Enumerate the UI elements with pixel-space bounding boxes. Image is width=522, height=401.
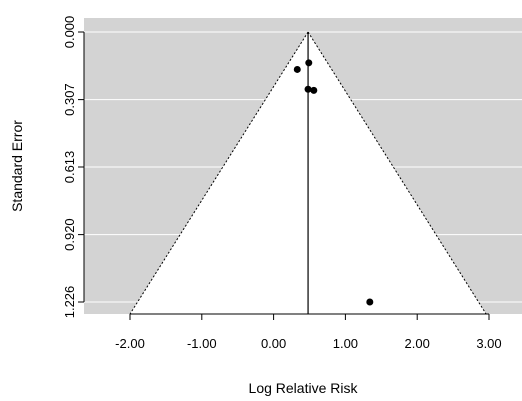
funnel-right-boundary [307,31,487,315]
study-point-5 [366,298,374,306]
y-tick-label: 0.613 [62,151,77,184]
study-point-1 [293,65,301,73]
x-tick-label: 3.00 [476,336,501,351]
funnel-region [129,31,487,315]
x-axis-title: Log Relative Risk [249,380,359,396]
x-tick-label: 0.00 [261,336,286,351]
y-tick-label: 1.226 [62,286,77,319]
y-tick-label: 0.920 [62,218,77,251]
y-axis-title: Standard Error [9,120,25,212]
study-point-2 [305,59,313,67]
funnel-left-boundary [129,31,309,315]
x-tick-label: 2.00 [405,336,430,351]
study-point-3 [304,85,312,93]
axes: 0.000 0.307 0.613 0.920 1.226 -2.00 -1.00 0.00 1… [62,16,502,351]
y-tick-label: 0.307 [62,83,77,116]
x-tick-label: -1.00 [187,336,217,351]
x-tick-label: 1.00 [333,336,358,351]
x-tick-label: -2.00 [115,336,145,351]
study-point-4 [310,86,318,94]
y-tick-label: 0.000 [62,16,77,49]
study-points [293,59,374,306]
